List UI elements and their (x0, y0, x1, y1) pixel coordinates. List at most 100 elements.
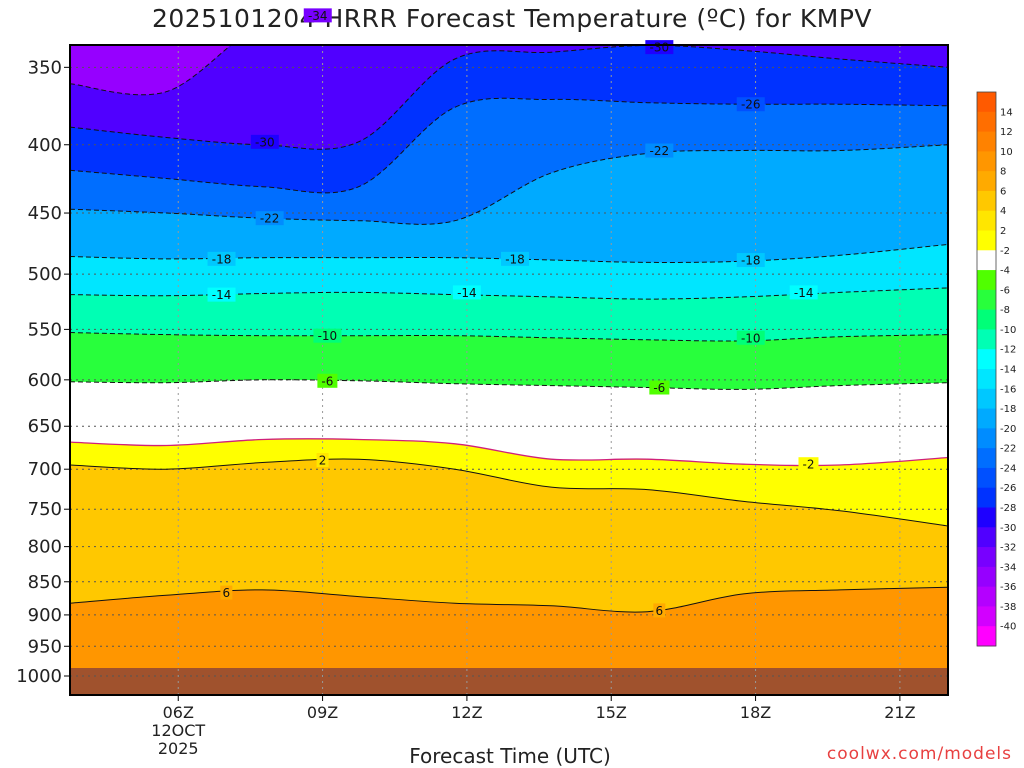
colorbar-label-22: -32 (1000, 543, 1016, 554)
contour-label-bg-15 (736, 253, 765, 268)
colorbar-swatch-1 (977, 111, 996, 133)
colorbar-label-6: 2 (1000, 226, 1006, 237)
colorbar-label-7: -2 (1000, 246, 1010, 257)
contour-label-13: -18 (212, 252, 232, 266)
contour-label-bg-18 (789, 285, 818, 300)
colorbar-swatch-0 (977, 92, 996, 113)
colorbar-swatch-15 (977, 388, 996, 410)
shading-band--42 (70, 0, 948, 40)
colorbar-swatch-18 (977, 448, 996, 469)
colorbar-label-1: 12 (1000, 127, 1013, 138)
y-tick-label-750: 750 (28, 499, 62, 520)
colorbar-label-11: -10 (1000, 325, 1016, 336)
contour-label-15: -18 (741, 254, 761, 268)
colorbar-swatch-19 (977, 467, 996, 489)
isotherm-labels: -54-50-46-46-42-38-38-34-30-30-26-22-22-… (207, 8, 819, 618)
shading-band--34 (70, 45, 232, 95)
shading-band--46 (70, 0, 948, 40)
y-tick-label-350: 350 (28, 57, 62, 78)
contour-label-10: -26 (741, 98, 761, 112)
contour-label-9: -30 (650, 41, 670, 55)
y-tick-label-500: 500 (28, 264, 62, 285)
pressure-axis: 2503003504004505005506006507007508008509… (16, 57, 70, 687)
colorbar-swatch-7 (977, 230, 996, 251)
contour-label-23: -2 (802, 458, 814, 472)
isotherm--6 (70, 379, 948, 390)
source-credit: coolwx.com/models (826, 744, 1012, 764)
contour-label-bg-9 (645, 40, 674, 55)
x-tick-label-18-0: 18Z (740, 703, 771, 722)
colorbar-label-0: 14 (1000, 107, 1013, 118)
colorbar-swatch-9 (977, 270, 996, 291)
y-tick-label-950: 950 (28, 636, 62, 657)
colorbar-swatch-12 (977, 329, 996, 350)
colorbar-label-18: -24 (1000, 463, 1016, 474)
y-tick-label-850: 850 (28, 572, 62, 593)
contour-label-bg-20 (736, 330, 765, 345)
contour-label-11: -22 (260, 212, 280, 226)
colorbar-swatch-16 (977, 408, 996, 429)
contour-label-bg-14 (501, 251, 530, 266)
x-tick-label-21-0: 21Z (884, 703, 915, 722)
colorbar-swatch-13 (977, 349, 996, 370)
colorbar-label-23: -34 (1000, 562, 1016, 573)
colorbar-label-20: -28 (1000, 503, 1016, 514)
isotherm-2 (70, 458, 948, 527)
y-tick-label-600: 600 (28, 370, 62, 391)
colorbar-label-26: -40 (1000, 622, 1016, 633)
contour-label-bg-17 (452, 285, 481, 300)
contour-label-22: -6 (653, 381, 665, 395)
shading-band--54 (70, 0, 948, 40)
y-tick-label-900: 900 (28, 605, 62, 626)
y-tick-label-450: 450 (28, 203, 62, 224)
contour-label-24: 2 (319, 454, 327, 468)
colorbar-swatch-6 (977, 210, 996, 231)
isotherm--10 (70, 332, 948, 342)
contour-label-8: -30 (255, 135, 275, 149)
colorbar-swatch-25 (977, 586, 996, 607)
contour-label-bg-21 (317, 373, 338, 388)
colorbar-swatch-3 (977, 151, 996, 172)
contour-label-bg-16 (207, 287, 236, 302)
x-tick-label-6-2: 2025 (158, 739, 199, 758)
colorbar-label-12: -12 (1000, 345, 1016, 356)
x-tick-label-6-0: 06Z (163, 703, 194, 722)
contour-label-12: -22 (650, 144, 670, 158)
y-tick-label-1000: 1000 (16, 666, 62, 687)
isotherm--26 (70, 97, 948, 194)
contour-label-bg-23 (798, 457, 819, 472)
x-tick-label-12-0: 12Z (451, 703, 482, 722)
colorbar-swatch-5 (977, 190, 996, 212)
colorbar-swatch-11 (977, 309, 996, 330)
contour-label-7: -34 (308, 9, 328, 23)
colorbar-swatch-27 (977, 626, 996, 647)
colorbar-label-3: 8 (1000, 167, 1006, 178)
contour-label-bg-11 (255, 211, 284, 226)
page-title: 2025101204 HRRR Forecast Temperature (ºC… (151, 4, 873, 33)
colorbar-swatch-10 (977, 289, 996, 311)
colorbar-label-5: 4 (1000, 206, 1006, 217)
x-tick-label-15-0: 15Z (596, 703, 627, 722)
colorbar-swatch-17 (977, 428, 996, 449)
y-tick-label-650: 650 (28, 416, 62, 437)
contour-label-19: -10 (318, 329, 338, 343)
contour-label-bg-12 (645, 143, 674, 158)
contour-label-26: 6 (656, 604, 664, 618)
isotherm--30 (70, 45, 948, 150)
colorbar-label-17: -22 (1000, 444, 1016, 455)
colorbar-swatch-20 (977, 487, 996, 508)
contour-label-bg-7 (303, 8, 332, 23)
contour-label-bg-25 (220, 585, 233, 600)
contour-label-bg-10 (736, 97, 765, 112)
contour-label-16: -14 (212, 288, 232, 302)
x-tick-label-9-0: 09Z (307, 703, 338, 722)
colorbar-swatch-14 (977, 369, 996, 390)
y-tick-label-700: 700 (28, 459, 62, 480)
contour-label-18: -14 (794, 286, 814, 300)
contour-label-bg-26 (653, 603, 666, 618)
colorbar: 14 12 10 8 6 4 2 -2 -4 -6 -8 -10 -12 -14 -16 -18 -20 -22 -… (976, 91, 1016, 647)
colorbar-swatch-22 (977, 527, 996, 548)
contour-label-17: -14 (457, 286, 477, 300)
